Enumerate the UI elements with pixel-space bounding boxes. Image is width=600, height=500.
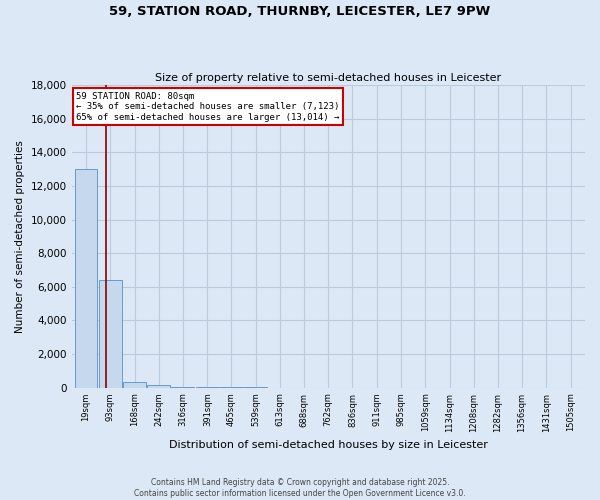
Bar (147, 385, 170, 388)
Bar (98, 280, 122, 388)
Text: Contains HM Land Registry data © Crown copyright and database right 2025.
Contai: Contains HM Land Registry data © Crown c… (134, 478, 466, 498)
X-axis label: Distribution of semi-detached houses by size in Leicester: Distribution of semi-detached houses by … (169, 440, 488, 450)
Bar (123, 382, 146, 388)
Y-axis label: Number of semi-detached properties: Number of semi-detached properties (15, 140, 25, 333)
Bar (196, 387, 219, 388)
Bar (74, 169, 97, 388)
Text: 59 STATION ROAD: 80sqm
← 35% of semi-detached houses are smaller (7,123)
65% of : 59 STATION ROAD: 80sqm ← 35% of semi-det… (76, 92, 340, 122)
Text: 59, STATION ROAD, THURNBY, LEICESTER, LE7 9PW: 59, STATION ROAD, THURNBY, LEICESTER, LE… (109, 5, 491, 18)
Title: Size of property relative to semi-detached houses in Leicester: Size of property relative to semi-detach… (155, 73, 502, 83)
Bar (172, 386, 194, 388)
